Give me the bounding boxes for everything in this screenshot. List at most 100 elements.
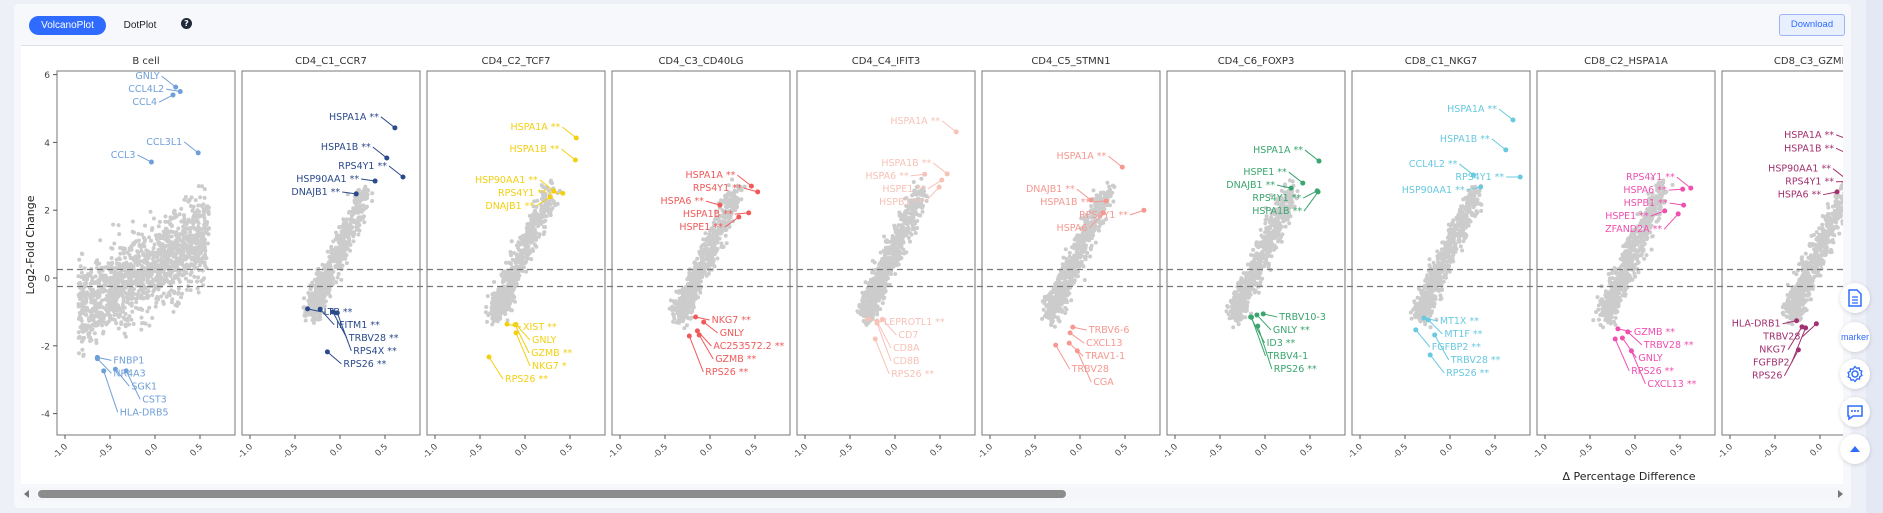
background-point [107,314,112,319]
background-point [723,233,728,238]
background-point [1088,254,1093,259]
background-point [154,296,159,301]
background-point [680,292,685,297]
significant-point [486,354,492,360]
background-point [863,280,868,285]
background-point [885,250,890,255]
background-point [147,323,152,328]
significant-point [112,366,118,372]
background-point [1074,264,1079,268]
tab-volcanoplot[interactable]: VolcanoPlot [29,16,106,35]
background-point [175,261,180,266]
background-point [110,317,115,321]
gene-label: CCL3L1 [146,137,182,148]
background-point [165,239,170,244]
background-point [685,294,690,299]
background-point [548,213,553,218]
gene-label: TRBV6-6 [1088,325,1130,336]
background-point [164,227,169,232]
tab-dotplot[interactable]: DotPlot [123,20,157,31]
background-point [145,273,150,278]
background-point [890,234,895,238]
background-point [117,262,122,267]
background-point [315,281,319,286]
help-icon[interactable]: ? [181,18,192,29]
background-point [176,290,181,295]
right-side-panel [1866,0,1883,513]
background-point [148,209,153,214]
background-point [121,284,126,289]
gene-label: GNLY [720,328,744,339]
background-point [174,273,179,278]
background-point [861,299,865,304]
background-point [906,225,911,230]
background-point [164,277,169,282]
background-point [149,238,154,243]
background-point [724,241,729,246]
background-point [100,288,105,293]
background-point [117,232,122,237]
background-point [722,199,727,204]
gene-label: CCL3 [111,150,136,161]
background-point [172,215,177,220]
background-point [872,287,877,292]
gene-label: RPS4Y1 ** [338,161,387,172]
background-point [883,260,888,265]
label-connector [103,370,119,413]
background-point [494,299,499,304]
background-point [1108,191,1113,196]
background-point [100,323,104,328]
background-point [506,282,511,287]
background-point [702,242,707,247]
background-point [95,323,100,327]
gene-label: HSPA1B ** [683,209,733,220]
background-point [532,237,537,242]
background-point [198,259,203,264]
background-point [205,220,210,225]
background-point [1090,229,1095,233]
gene-label: DNAJB1 ** [291,187,340,198]
background-point [121,279,126,284]
background-point [366,188,371,193]
background-point [342,249,347,254]
background-point [334,280,339,285]
background-point [159,243,164,248]
background-point [176,286,181,291]
background-point [203,263,208,268]
background-point [506,288,511,293]
background-point [1063,305,1068,310]
background-point [484,305,489,309]
background-point [76,335,81,340]
background-point [524,269,529,274]
background-point [189,270,194,275]
background-point [1048,304,1053,309]
background-point [913,219,918,224]
background-point [135,292,140,297]
background-point [128,264,133,269]
background-point [725,195,729,200]
background-point [143,223,147,228]
background-point [205,241,210,246]
label-connector [115,368,130,387]
background-point [523,248,528,253]
background-point [156,224,161,229]
background-point [129,255,133,260]
background-point [147,305,152,310]
background-point [77,351,81,356]
background-point [893,257,897,262]
background-point [329,259,334,264]
gene-label: HLA-DRB5 [120,407,169,418]
gene-label: RPS26 ** [505,374,548,385]
background-point [712,245,717,250]
background-point [345,217,349,222]
x-tick-label: -1.0 [791,442,810,461]
background-point [179,253,184,258]
background-point [126,274,131,279]
background-point [1082,278,1087,282]
background-point [177,270,182,275]
background-point [192,226,197,231]
download-button[interactable]: Download [1779,14,1845,36]
background-point [863,321,868,325]
background-point [695,279,700,284]
significant-point [330,309,336,315]
